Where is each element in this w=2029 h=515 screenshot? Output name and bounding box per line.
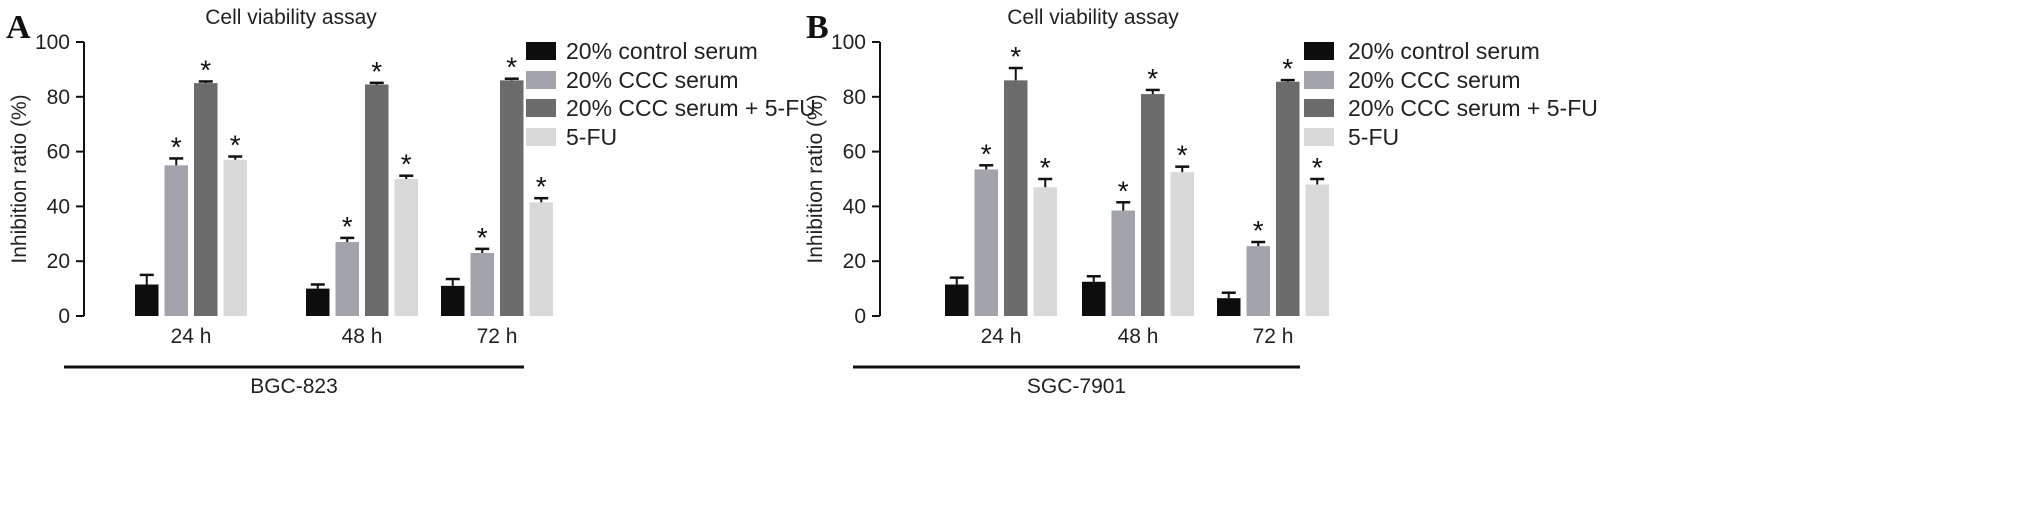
significance-star: * xyxy=(171,131,182,162)
x-tick-label: 24 h xyxy=(171,325,212,348)
y-tick-label: 60 xyxy=(47,141,70,164)
chart-title: Cell viability assay xyxy=(205,6,377,29)
bar xyxy=(223,159,247,316)
significance-star: * xyxy=(981,138,992,169)
significance-star: * xyxy=(1253,215,1264,246)
x-tick-label: 24 h xyxy=(981,325,1022,348)
bar xyxy=(394,179,418,316)
significance-star: * xyxy=(342,211,353,242)
legend-label: 5-FU xyxy=(566,124,617,150)
legend-swatch xyxy=(526,128,556,146)
bar xyxy=(365,84,389,316)
bar xyxy=(500,80,524,316)
bar xyxy=(194,83,218,316)
significance-star: * xyxy=(371,56,382,87)
y-tick-label: 0 xyxy=(58,305,70,328)
chart-panel-b: B Cell viability assay 0 20 40 60 80 100 Inhibit… xyxy=(804,6,1598,398)
bar xyxy=(1276,81,1300,316)
y-tick-label: 40 xyxy=(843,195,866,218)
chart-title: Cell viability assay xyxy=(1007,6,1179,29)
significance-star: * xyxy=(477,222,488,253)
x-tick-label: 72 h xyxy=(477,325,518,348)
legend-swatch xyxy=(1304,42,1334,60)
significance-star: * xyxy=(506,52,517,83)
y-tick-label: 100 xyxy=(831,31,866,54)
y-tick-label: 80 xyxy=(843,86,866,109)
significance-star: * xyxy=(536,171,547,202)
significance-star: * xyxy=(1010,41,1021,72)
legend-label: 5-FU xyxy=(1348,124,1399,150)
y-tick-label: 80 xyxy=(47,86,70,109)
significance-star: * xyxy=(1040,152,1051,183)
y-tick-label: 0 xyxy=(854,305,866,328)
legend-label: 20% CCC serum xyxy=(1348,67,1521,93)
bar xyxy=(1305,184,1329,316)
legend-label: 20% control serum xyxy=(566,38,758,64)
bar xyxy=(1217,298,1241,316)
panel-letter: B xyxy=(806,9,829,46)
x-axis-label: SGC-7901 xyxy=(1027,375,1126,398)
legend-label: 20% CCC serum + 5-FU xyxy=(1348,95,1598,121)
bar xyxy=(135,284,159,316)
bar xyxy=(164,165,188,316)
bar xyxy=(1170,172,1194,316)
y-tick-label: 20 xyxy=(47,250,70,273)
chart-panel-a: A Cell viability assay 0 20 40 60 80 100 Inhibit… xyxy=(6,6,816,398)
bar xyxy=(441,285,465,316)
legend-label: 20% CCC serum + 5-FU xyxy=(566,95,816,121)
x-tick-label: 72 h xyxy=(1253,325,1294,348)
bar xyxy=(1033,187,1057,316)
y-tick-label: 100 xyxy=(35,31,70,54)
significance-star: * xyxy=(1118,175,1129,206)
legend-swatch xyxy=(1304,99,1334,117)
bar xyxy=(335,242,359,316)
legend-swatch xyxy=(1304,71,1334,89)
x-axis-label: BGC-823 xyxy=(250,375,338,398)
legend-swatch xyxy=(526,71,556,89)
significance-star: * xyxy=(401,149,412,180)
legend-label: 20% control serum xyxy=(1348,38,1540,64)
panel-letter: A xyxy=(6,9,31,46)
x-tick-label: 48 h xyxy=(1118,325,1159,348)
bar xyxy=(1111,210,1135,316)
legend-swatch xyxy=(1304,128,1334,146)
y-tick-label: 40 xyxy=(47,195,70,218)
bar xyxy=(306,288,330,316)
y-tick-label: 20 xyxy=(843,250,866,273)
bar xyxy=(974,169,998,316)
significance-star: * xyxy=(230,130,241,161)
x-tick-label: 48 h xyxy=(342,325,383,348)
legend-swatch xyxy=(526,42,556,60)
legend-swatch xyxy=(526,99,556,117)
legend-label: 20% CCC serum xyxy=(566,67,739,93)
significance-star: * xyxy=(1147,63,1158,94)
significance-star: * xyxy=(1282,53,1293,84)
y-axis-label: Inhibition ratio (%) xyxy=(8,94,31,263)
bar xyxy=(1004,80,1028,316)
bar xyxy=(529,202,553,316)
bar xyxy=(1141,94,1165,316)
significance-star: * xyxy=(1177,140,1188,171)
significance-star: * xyxy=(1312,152,1323,183)
y-tick-label: 60 xyxy=(843,141,866,164)
bar xyxy=(945,284,969,316)
bar xyxy=(470,252,494,316)
bar xyxy=(1246,246,1270,316)
bar xyxy=(1082,281,1106,316)
significance-star: * xyxy=(200,54,211,85)
y-axis-label: Inhibition ratio (%) xyxy=(804,94,827,263)
